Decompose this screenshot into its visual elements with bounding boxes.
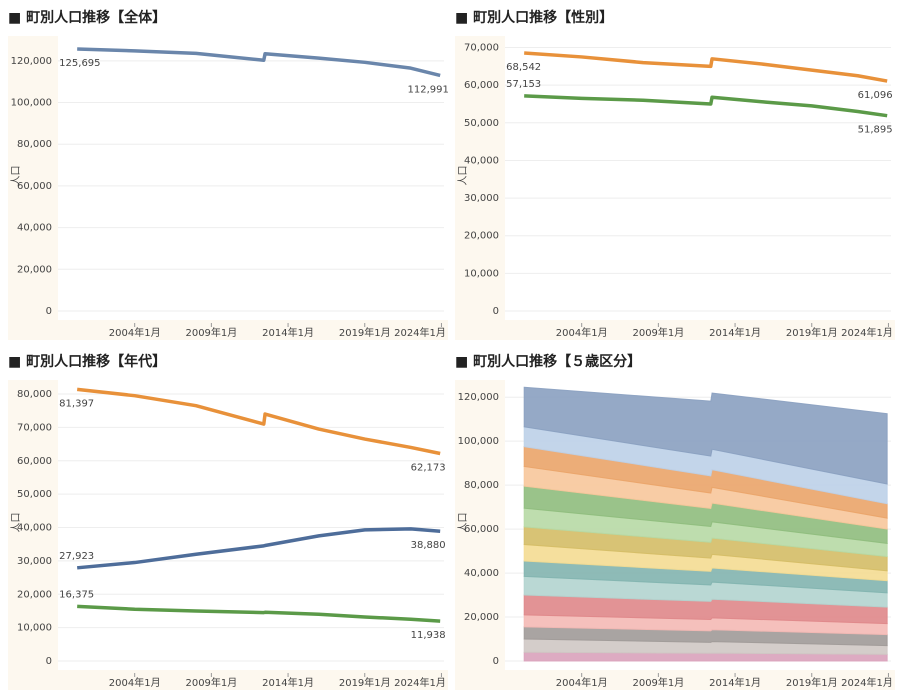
x-tick-label: 2009年1月 (185, 676, 237, 689)
chart-title: ■ 町別人口推移【性別】 (455, 9, 613, 26)
y-tick-label: 40,000 (464, 155, 499, 166)
plot-area (505, 36, 895, 320)
x-tick-label: 2014年1月 (709, 326, 761, 339)
chart-title: ■ 町別人口推移【全体】 (8, 9, 166, 26)
line (76, 387, 441, 456)
x-tick-label: 2019年1月 (339, 676, 391, 689)
line (524, 51, 888, 83)
y-tick-label: 80,000 (464, 480, 499, 491)
y-axis-title: 人口 (457, 513, 469, 533)
data-label: 81,397 (59, 398, 94, 409)
y-tick-label: 70,000 (17, 422, 52, 433)
y-tick-label: 40,000 (17, 223, 52, 234)
data-label: 57,153 (506, 79, 541, 90)
x-tick-label: 2004年1月 (109, 326, 161, 339)
data-label: 11,938 (411, 630, 446, 641)
x-tick-label: 2019年1月 (339, 326, 391, 339)
y-tick-label: 20,000 (17, 264, 52, 275)
data-label: 68,542 (506, 62, 541, 73)
y-tick-label: 20,000 (464, 612, 499, 623)
y-axis-title: 人口 (457, 166, 469, 186)
data-label: 125,695 (59, 58, 100, 69)
y-tick-label: 60,000 (464, 524, 499, 535)
y-tick-label: 40,000 (464, 568, 499, 579)
x-tick-label: 2014年1月 (709, 676, 761, 689)
x-tick-label: 2024年1月 (841, 676, 893, 689)
line (77, 47, 441, 78)
x-tick-label: 2014年1月 (262, 676, 314, 689)
chart-title: ■ 町別人口推移【５歳区分】 (455, 353, 641, 370)
y-tick-label: 60,000 (17, 181, 52, 192)
y-tick-label: 10,000 (464, 268, 499, 279)
line (77, 527, 441, 570)
data-label: 38,880 (411, 540, 446, 551)
y-tick-label: 100,000 (458, 436, 499, 447)
data-label: 51,895 (858, 125, 893, 136)
x-tick-label: 2019年1月 (786, 326, 838, 339)
line (77, 604, 441, 623)
x-tick-label: 2014年1月 (262, 326, 314, 339)
x-tick-label: 2004年1月 (556, 326, 608, 339)
x-tick-label: 2009年1月 (632, 326, 684, 339)
y-tick-label: 50,000 (464, 118, 499, 129)
y-tick-label: 30,000 (464, 193, 499, 204)
x-tick-label: 2009年1月 (632, 676, 684, 689)
line (524, 94, 888, 118)
x-tick-label: 2024年1月 (394, 326, 446, 339)
x-tick-label: 2019年1月 (786, 676, 838, 689)
y-tick-label: 120,000 (458, 392, 499, 403)
data-label: 62,173 (411, 463, 446, 474)
x-tick-label: 2024年1月 (394, 676, 446, 689)
y-tick-label: 0 (46, 656, 52, 667)
x-tick-label: 2004年1月 (109, 676, 161, 689)
data-label: 16,375 (59, 589, 94, 600)
y-tick-label: 0 (493, 656, 499, 667)
x-tick-label: 2004年1月 (556, 676, 608, 689)
y-tick-label: 60,000 (17, 456, 52, 467)
area (523, 386, 888, 485)
y-tick-label: 0 (493, 306, 499, 317)
x-tick-label: 2024年1月 (841, 326, 893, 339)
y-tick-label: 80,000 (17, 389, 52, 400)
x-tick-label: 2009年1月 (185, 326, 237, 339)
chart-title: ■ 町別人口推移【年代】 (8, 353, 166, 370)
y-tick-label: 20,000 (464, 231, 499, 242)
y-tick-label: 120,000 (11, 56, 52, 67)
data-label: 112,991 (407, 84, 448, 95)
y-tick-label: 20,000 (17, 589, 52, 600)
data-label: 27,923 (59, 551, 94, 562)
y-tick-label: 100,000 (11, 98, 52, 109)
y-tick-label: 80,000 (17, 139, 52, 150)
y-tick-label: 60,000 (464, 80, 499, 91)
y-tick-label: 40,000 (17, 523, 52, 534)
y-axis-title: 人口 (10, 513, 22, 533)
y-tick-label: 30,000 (17, 556, 52, 567)
plot-area (58, 380, 448, 670)
y-tick-label: 50,000 (17, 489, 52, 500)
y-axis-title: 人口 (10, 166, 22, 186)
plot-area (58, 36, 448, 320)
data-label: 61,096 (858, 90, 893, 101)
y-tick-label: 70,000 (464, 43, 499, 54)
y-tick-label: 0 (46, 306, 52, 317)
y-tick-label: 10,000 (17, 623, 52, 634)
